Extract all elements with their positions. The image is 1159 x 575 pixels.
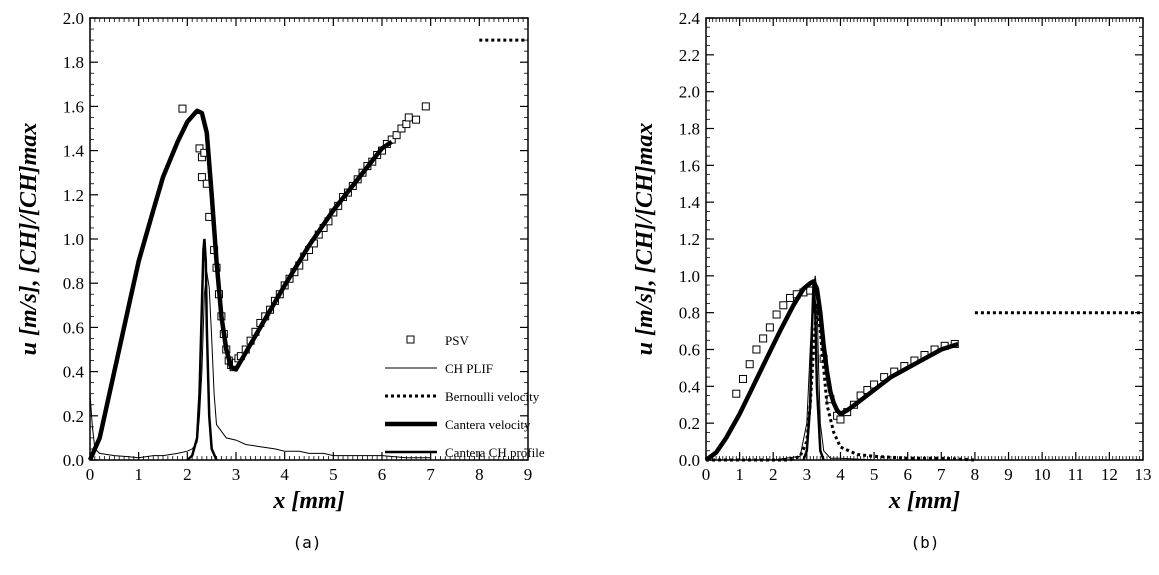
y-tick-label: 1.8: [63, 53, 84, 72]
legend-label-cantera-ch-profile: Cantera CH profile: [445, 445, 545, 460]
y-tick-label: 1.6: [679, 156, 700, 175]
psv-point: [195, 144, 204, 153]
bernoulli-velocity-line: [706, 303, 975, 462]
psv-point: [752, 345, 761, 354]
x-tick-label: 0: [86, 465, 95, 484]
x-tick-label: 8: [971, 465, 980, 484]
y-tick-label: 2.4: [679, 9, 701, 28]
y-tick-label: 1.0: [679, 267, 700, 286]
x-tick-label: 12: [1101, 465, 1118, 484]
x-tick-label: 5: [870, 465, 879, 484]
panel-caption: (b): [911, 533, 940, 552]
cantera-ch-profile-line: [186, 238, 218, 461]
cantera-velocity-line: [704, 279, 959, 462]
y-tick-label: 1.8: [679, 120, 700, 139]
legend-label-ch-plif: CH PLIF: [445, 361, 493, 376]
x-tick-label: 13: [1135, 465, 1152, 484]
x-tick-label: 6: [378, 465, 387, 484]
x-tick-label: 6: [903, 465, 912, 484]
y-tick-label: 1.6: [63, 97, 84, 116]
x-tick-label: 4: [280, 465, 289, 484]
psv-point: [404, 113, 413, 122]
x-tick-label: 1: [134, 465, 143, 484]
psv-point: [772, 310, 781, 319]
y-tick-label: 0.8: [679, 304, 700, 323]
psv-point: [836, 415, 845, 424]
psv-point: [779, 301, 788, 310]
x-tick-label: 1: [735, 465, 744, 484]
x-tick-label: 10: [1034, 465, 1051, 484]
y-tick-label: 0.0: [63, 451, 84, 470]
y-tick-label: 0.4: [679, 377, 701, 396]
psv-point: [738, 374, 747, 383]
x-tick-label: 9: [524, 465, 533, 484]
y-tick-label: 1.0: [63, 230, 84, 249]
y-tick-label: 0.2: [679, 414, 700, 433]
legend-label-psv: PSV: [445, 333, 469, 348]
y-tick-label: 2.0: [679, 83, 700, 102]
y-tick-label: 0.0: [679, 451, 700, 470]
ch-plif-line: [89, 272, 431, 459]
x-tick-label: 2: [183, 465, 192, 484]
x-tick-label: 0: [702, 465, 711, 484]
y-tick-label: 0.6: [679, 341, 700, 360]
y-axis-label: u [m/s], [CH]/[CH]max: [632, 123, 658, 356]
y-tick-label: 0.2: [63, 407, 84, 426]
psv-point: [732, 389, 741, 398]
panel-caption: (a): [293, 533, 322, 552]
y-tick-label: 1.2: [679, 230, 700, 249]
psv-point: [759, 334, 768, 343]
y-tick-label: 1.2: [63, 186, 84, 205]
x-tick-label: 7: [937, 465, 946, 484]
y-tick-label: 2.0: [63, 9, 84, 28]
psv-point: [412, 115, 421, 124]
psv-point: [745, 360, 754, 369]
x-tick-label: 7: [426, 465, 435, 484]
x-tick-label: 2: [769, 465, 778, 484]
x-tick-label: 5: [329, 465, 338, 484]
y-axis-label: u [m/s], [CH]/[CH]max: [16, 123, 42, 356]
x-tick-label: 4: [836, 465, 845, 484]
chart-panel-a: 0 1 2 3 4 5 6 7 8 9 0.0 0.2 0.4 0.6 0.8 1.0 1.2 1.4 1.6 1.8…: [16, 9, 545, 552]
x-tick-label: 3: [232, 465, 241, 484]
x-axis-label: x [mm]: [272, 488, 344, 514]
x-tick-label: 3: [803, 465, 812, 484]
cantera-velocity-line: [87, 108, 393, 461]
legend-label-bernoulli-velocity: Bernoulli velocity: [445, 389, 540, 404]
psv-point: [397, 124, 406, 133]
y-tick-label: 0.6: [63, 318, 84, 337]
legend-marker-psv: [406, 335, 415, 344]
x-tick-label: 9: [1004, 465, 1013, 484]
y-tick-label: 1.4: [63, 142, 85, 161]
y-tick-label: 0.8: [63, 274, 84, 293]
y-tick-label: 1.4: [679, 193, 701, 212]
psv-point: [765, 323, 774, 332]
psv-point: [402, 120, 411, 129]
psv-point: [197, 173, 206, 182]
cantera-ch-profile-line: [802, 281, 825, 461]
psv-point: [392, 131, 401, 140]
chart-panel-b: 0 1 2 3 4 5 6 7 8 9 10 11 12 130.00.20.40.60.81.01.21…: [632, 9, 1152, 552]
plot-frame: [705, 17, 1144, 461]
x-tick-label: 11: [1068, 465, 1084, 484]
psv-point: [786, 293, 795, 302]
y-tick-label: 0.4: [63, 363, 85, 382]
legend-label-cantera-velocity: Cantera velocity: [445, 417, 531, 432]
x-axis-label: x [mm]: [888, 488, 960, 514]
psv-point: [178, 104, 187, 113]
x-tick-label: 8: [475, 465, 484, 484]
y-tick-label: 2.2: [679, 46, 700, 65]
psv-point: [421, 102, 430, 111]
